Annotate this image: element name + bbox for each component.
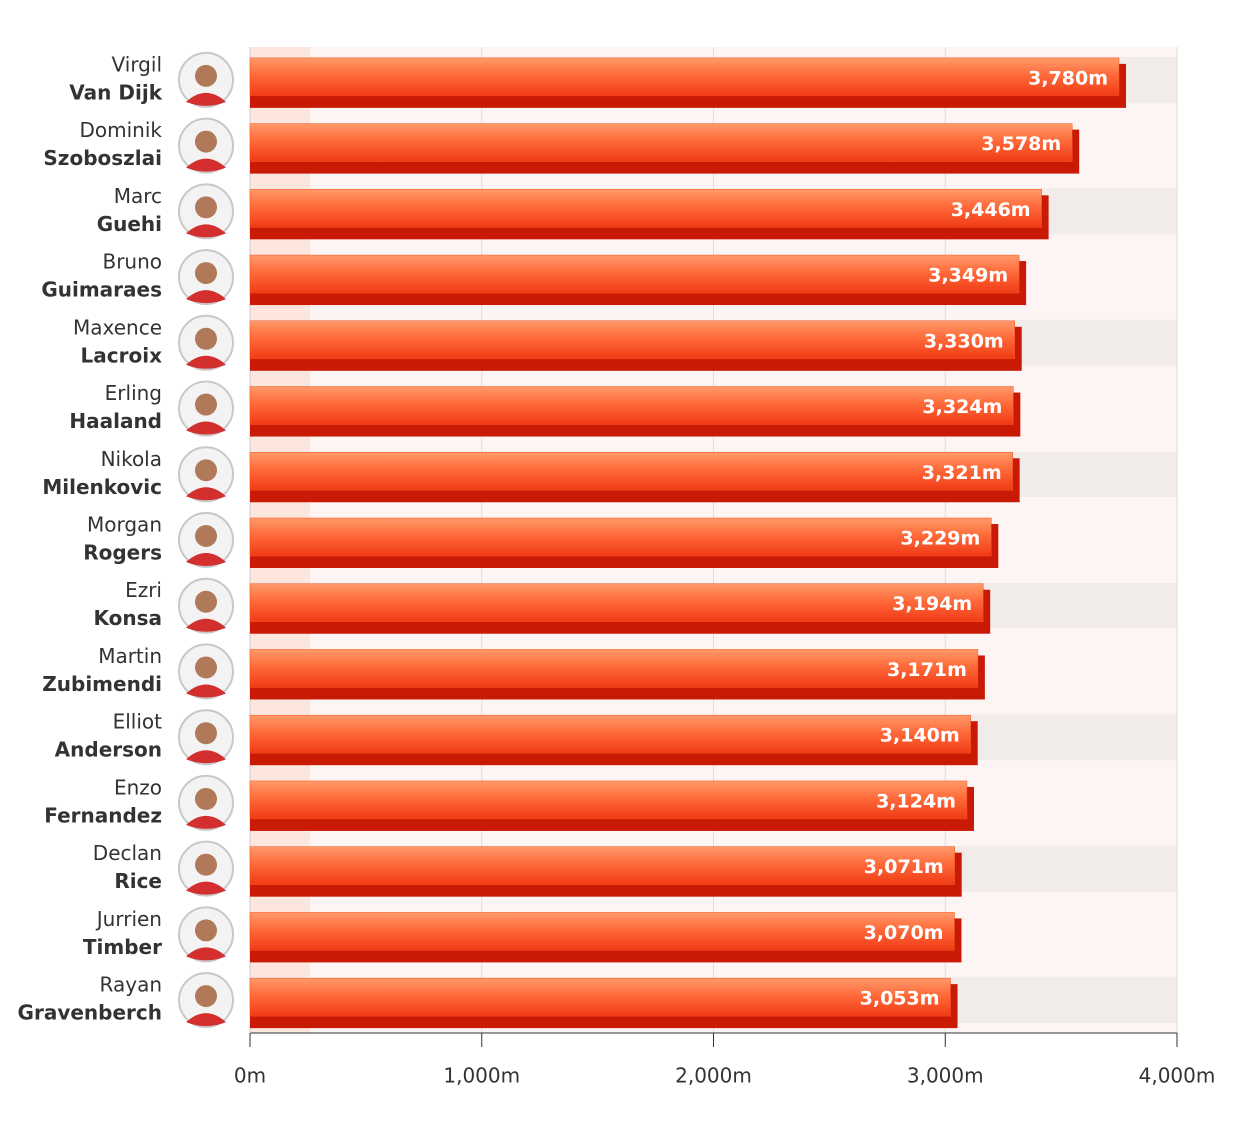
avatar-head — [195, 130, 217, 153]
avatar-shirt — [186, 881, 226, 895]
first-name: Bruno — [102, 250, 162, 274]
last-name: Van Dijk — [69, 80, 162, 104]
avatar-shirt — [186, 553, 226, 566]
value-label: 3,330m — [924, 330, 1004, 352]
bar — [249, 254, 1020, 294]
x-tick-label: 2,000m — [675, 1064, 752, 1088]
avatar-shirt — [186, 92, 226, 106]
bar — [249, 846, 955, 885]
avatar-shirt — [186, 750, 226, 764]
first-name: Maxence — [73, 315, 162, 339]
avatar-shirt — [186, 1013, 226, 1027]
last-name: Fernandez — [44, 803, 162, 827]
bar — [249, 912, 955, 951]
value-label: 3,194m — [892, 593, 972, 615]
last-name: Rice — [114, 869, 162, 893]
avatar-shirt — [186, 224, 226, 238]
last-name: Zubimendi — [42, 672, 162, 696]
last-name: Rogers — [83, 541, 162, 565]
x-tick-label: 0m — [234, 1064, 266, 1088]
avatar-head — [195, 656, 217, 679]
value-label: 3,053m — [860, 988, 940, 1010]
last-name: Milenkovic — [42, 475, 162, 499]
avatar-head — [195, 787, 217, 810]
value-label: 3,578m — [981, 133, 1061, 155]
bar — [249, 320, 1015, 360]
avatar-head — [195, 853, 217, 876]
bar — [249, 977, 951, 1017]
avatar-head — [195, 525, 217, 547]
last-name: Szoboszlai — [43, 146, 162, 170]
last-name: Gravenberch — [18, 1001, 162, 1025]
avatar-shirt — [186, 947, 226, 961]
bar — [249, 780, 968, 820]
avatar-head — [195, 459, 217, 482]
avatar-head — [195, 985, 217, 1008]
value-label: 3,780m — [1028, 67, 1108, 89]
last-name: Konsa — [93, 606, 162, 630]
value-label: 3,349m — [928, 265, 1008, 287]
first-name: Jurrien — [95, 907, 162, 931]
first-name: Enzo — [114, 775, 162, 799]
first-name: Nikola — [101, 447, 162, 471]
first-name: Ezri — [125, 578, 162, 602]
avatar-shirt — [186, 290, 226, 304]
value-label: 3,071m — [864, 856, 944, 878]
bar — [249, 123, 1073, 162]
avatar-head — [195, 64, 217, 87]
value-label: 3,446m — [951, 199, 1031, 221]
x-tick-label: 3,000m — [907, 1064, 984, 1088]
bar — [249, 57, 1120, 97]
avatar-head — [195, 327, 217, 350]
bar — [249, 714, 971, 754]
value-label: 3,229m — [900, 528, 980, 550]
first-name: Rayan — [100, 973, 162, 997]
bar — [249, 189, 1042, 228]
last-name: Timber — [83, 935, 162, 959]
bar — [249, 649, 979, 688]
bar — [249, 452, 1013, 491]
value-label: 3,321m — [922, 462, 1002, 484]
first-name: Morgan — [87, 513, 162, 537]
first-name: Virgil — [112, 52, 162, 76]
value-label: 3,124m — [876, 790, 956, 812]
first-name: Declan — [93, 841, 162, 865]
avatar-head — [195, 590, 217, 613]
avatar-head — [195, 919, 217, 942]
first-name: Erling — [105, 381, 162, 405]
x-tick-label: 4,000m — [1139, 1064, 1216, 1088]
value-label: 3,140m — [880, 725, 960, 747]
avatar-shirt — [186, 421, 226, 435]
avatar-head — [195, 722, 217, 745]
first-name: Martin — [98, 644, 162, 668]
avatar-shirt — [186, 618, 226, 632]
bar — [249, 583, 984, 622]
last-name: Guimaraes — [41, 278, 162, 302]
last-name: Haaland — [69, 409, 162, 433]
bar — [249, 386, 1014, 425]
value-label: 3,171m — [887, 659, 967, 681]
avatar-head — [195, 196, 217, 219]
avatar-shirt — [186, 487, 226, 501]
x-tick-label: 1,000m — [443, 1064, 520, 1088]
avatar-head — [195, 393, 217, 416]
last-name: Guehi — [97, 212, 162, 236]
avatar-shirt — [186, 815, 226, 829]
first-name: Elliot — [113, 710, 163, 734]
value-label: 3,070m — [864, 922, 944, 944]
bar — [249, 517, 992, 557]
last-name: Lacroix — [81, 343, 163, 367]
avatar-head — [195, 262, 217, 285]
first-name: Dominik — [80, 118, 163, 142]
last-name: Anderson — [55, 738, 162, 762]
avatar-shirt — [186, 158, 226, 172]
avatar-shirt — [186, 684, 226, 698]
first-name: Marc — [114, 184, 162, 208]
value-label: 3,324m — [922, 396, 1002, 418]
avatar-shirt — [186, 355, 226, 369]
